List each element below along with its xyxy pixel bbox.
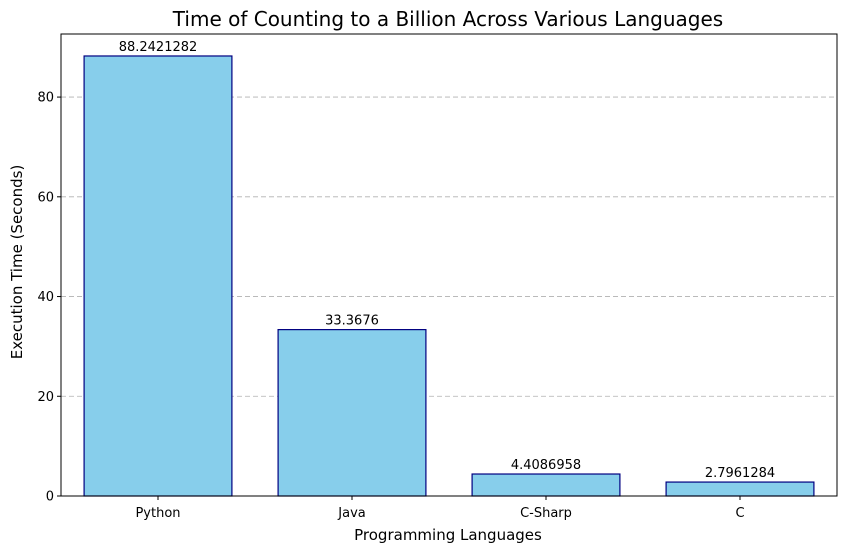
plot-frame	[60, 33, 838, 497]
y-tick-label: 20	[37, 390, 54, 405]
bar-python	[83, 55, 233, 497]
x-tick-label: Python	[135, 506, 180, 521]
y-tick-label: 60	[37, 190, 54, 205]
data-label: 88.2421282	[119, 40, 198, 55]
data-label: 2.7961284	[705, 466, 775, 481]
x-axis: Python Java C-Sharp C	[135, 496, 745, 521]
x-tick-label: C	[735, 506, 744, 521]
data-label: 4.4086958	[511, 458, 581, 473]
y-tick-label: 40	[37, 290, 54, 305]
x-axis-label: Programming Languages	[354, 526, 542, 544]
y-axis-label: Execution Time (Seconds)	[8, 165, 26, 360]
y-axis: 0 20 40 60 80	[37, 91, 61, 505]
bar-c	[665, 481, 815, 497]
y-tick-label: 80	[37, 91, 54, 106]
bar-java	[277, 329, 427, 497]
data-labels: 88.2421282 33.3676 4.4086958 2.7961284	[119, 40, 775, 481]
bar-c-sharp	[471, 473, 621, 497]
y-tick-label: 0	[46, 490, 54, 505]
chart-title: Time of Counting to a Billion Across Var…	[172, 7, 723, 31]
x-tick-label: Java	[337, 506, 365, 521]
data-label: 33.3676	[325, 314, 379, 329]
bars	[83, 55, 815, 497]
x-tick-label: C-Sharp	[520, 506, 572, 521]
